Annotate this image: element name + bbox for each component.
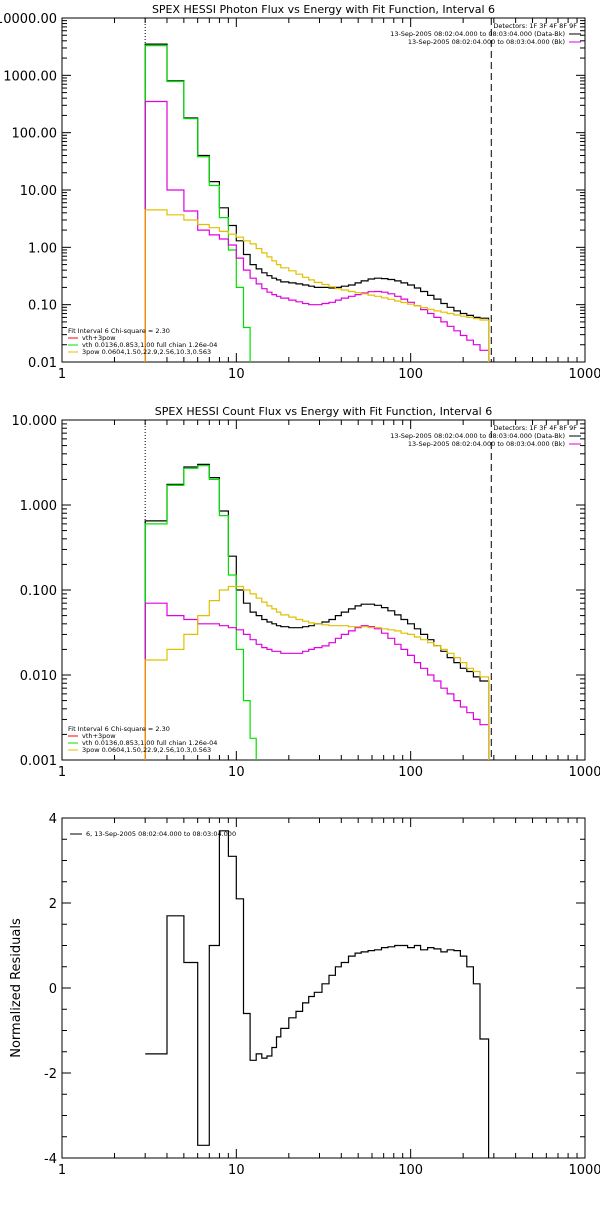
y-tick-label: 1000.00 (3, 69, 57, 84)
y-tick-label: 100.00 (12, 127, 58, 142)
y-tick-label: 0.001 (20, 754, 57, 769)
y-tick-label: -4 (44, 1152, 57, 1167)
x-tick-label: 1 (58, 367, 66, 382)
legend-bottom-text: 3pow 0.0604,1.50,22.9,2.56,10.3,0.563 (82, 746, 211, 754)
series-magenta-line (145, 603, 488, 760)
plot-frame (62, 420, 585, 760)
y-tick-label: 1.00 (28, 241, 57, 256)
x-tick-label: 10 (228, 1163, 245, 1178)
legend-top-text: Detectors: 1F 3F 4F 8F 9F (493, 424, 577, 432)
x-tick-label: 100 (398, 765, 423, 780)
y-tick-label: 10.000 (12, 414, 58, 429)
series-yellow-line (145, 210, 488, 362)
y-tick-label: 0.10 (28, 299, 57, 314)
series-magenta-line (145, 102, 488, 363)
y-tick-label: -2 (44, 1067, 57, 1082)
legend-top-text: 13-Sep-2005 08:02:04.000 to 08:03:04.000… (390, 30, 565, 38)
legend-residual-text: 6, 13-Sep-2005 08:02:04.000 to 08:03:04.… (86, 830, 236, 838)
x-tick-label: 1000 (568, 765, 600, 780)
y-axis-label: Normalized Residuals (9, 918, 24, 1058)
chart-title: SPEX HESSI Photon Flux vs Energy with Fi… (152, 3, 495, 16)
y-tick-label: 0.01 (28, 356, 57, 371)
x-tick-label: 1000 (568, 367, 600, 382)
y-tick-label: 1.000 (20, 499, 57, 514)
series-yellow-line (145, 587, 488, 761)
legend-top-text: 13-Sep-2005 08:02:04.000 to 08:03:04.000… (408, 38, 565, 46)
chart-panel-1: 1 10 100 1000 0.01 0.10 1.00 10.00 100.00 1000.00… (0, 3, 600, 382)
y-tick-label: 10000.00 (0, 12, 57, 27)
legend-top-text: 13-Sep-2005 08:02:04.000 to 08:03:04.000… (408, 440, 565, 448)
series-group (145, 464, 488, 779)
y-tick-label: 10.00 (20, 184, 57, 199)
y-tick-label: 4 (49, 812, 57, 827)
y-tick-label: 0.010 (20, 669, 57, 684)
legend-bottom-text: 3pow 0.0604,1.50,22.9,2.56,10.3,0.563 (82, 348, 211, 356)
plot-frame (62, 18, 585, 362)
legend-top-text: 13-Sep-2005 08:02:04.000 to 08:03:04.000… (390, 432, 565, 440)
y-tick-label: 2 (49, 897, 57, 912)
series-group (145, 44, 488, 379)
x-tick-label: 1 (58, 1163, 66, 1178)
series-black-line (145, 464, 488, 760)
x-tick-label: 1 (58, 765, 66, 780)
x-tick-label: 100 (398, 1163, 423, 1178)
series-black-line (145, 831, 488, 1158)
y-tick-label: 0 (49, 982, 57, 997)
x-tick-label: 100 (398, 367, 423, 382)
series-group (145, 831, 488, 1158)
chart-title: SPEX HESSI Count Flux vs Energy with Fit… (155, 405, 492, 418)
x-tick-label: 10 (228, 765, 245, 780)
legend-top-text: Detectors: 1F 3F 4F 8F 9F (493, 22, 577, 30)
chart-panel-3: 1 10 100 1000 -4 -2 0 2 4 Normalized Residuals 6, … (9, 812, 600, 1178)
y-tick-label: 0.100 (20, 584, 57, 599)
chart-panel-2: 1 10 100 1000 0.001 0.010 0.100 1.000 10.000 SPEX… (12, 405, 600, 780)
x-tick-label: 1000 (568, 1163, 600, 1178)
plot-frame (62, 818, 585, 1158)
series-black-line (145, 44, 488, 362)
x-tick-label: 10 (228, 367, 245, 382)
